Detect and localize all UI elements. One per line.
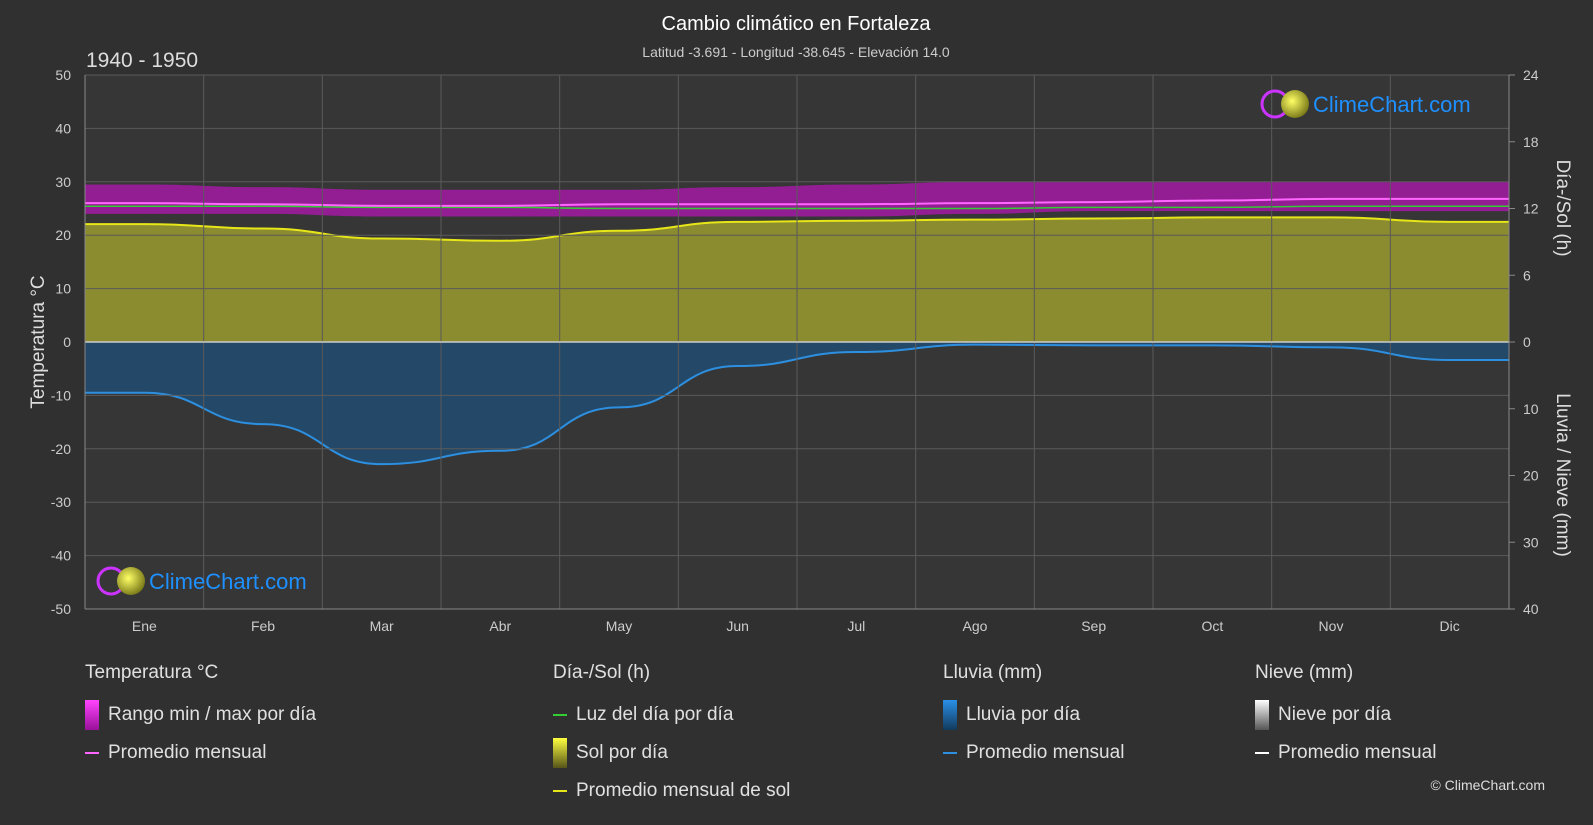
legend-rain-header: Lluvia (mm) xyxy=(943,662,1043,683)
brand-text-bottom: ClimeChart.com xyxy=(149,569,307,594)
rain-avg-line xyxy=(85,343,1509,466)
legend-item-rain-avg: Promedio mensual xyxy=(943,734,1124,772)
legend-label: Promedio mensual de sol xyxy=(576,780,791,801)
y-right-bottom-tick-label: 30 xyxy=(1523,534,1539,550)
x-tick-label: Jul xyxy=(847,618,865,634)
y-right-top-tick-label: 24 xyxy=(1523,67,1539,83)
legend-label: Rango min / max por día xyxy=(108,704,317,725)
y-left-tick-label: 40 xyxy=(55,120,71,136)
y-right-top-tick-label: 18 xyxy=(1523,134,1539,150)
x-tick-label: Mar xyxy=(370,618,394,634)
legend-item-snow-avg: Promedio mensual xyxy=(1255,734,1436,772)
y-left-label: Temperatura °C xyxy=(28,275,49,408)
brand-sun-icon xyxy=(117,567,145,595)
snow-day-swatch xyxy=(1255,700,1269,730)
y-left-tick-label: 0 xyxy=(63,334,71,350)
legend-snow-header: Nieve (mm) xyxy=(1255,662,1354,683)
axes: 50 40 30 20 10 0 -10 -20 -30 -40 -50 24 18 12 6 0 10 20 30… xyxy=(51,67,1539,634)
x-tick-label: Abr xyxy=(489,618,511,634)
y-right-top-label: Día-/Sol (h) xyxy=(1552,159,1573,256)
y-right-top-tick-label: 0 xyxy=(1523,334,1531,350)
y-right-bottom-tick-label: 10 xyxy=(1523,401,1539,417)
x-tick-label: Dic xyxy=(1440,618,1460,634)
legend-label: Lluvia por día xyxy=(966,704,1081,725)
legend-snow: Nieve (mm) Nieve por día Promedio mensua… xyxy=(1255,662,1436,772)
y-left-tick-label: 50 xyxy=(55,67,71,83)
legend-label: Promedio mensual xyxy=(966,742,1125,763)
brand-logo-top: ClimeChart.com xyxy=(1260,89,1471,119)
brand-logo-bottom: ClimeChart.com xyxy=(96,566,307,596)
y-right-top-tick-label: 12 xyxy=(1523,201,1539,217)
rain-day-swatch xyxy=(943,700,957,730)
brand-sun-icon xyxy=(1281,90,1309,118)
legend-item-sun-day: Sol por día xyxy=(553,734,790,772)
y-left-tick-label: 20 xyxy=(55,227,71,243)
x-tick-label: Sep xyxy=(1081,618,1106,634)
temp-range-swatch xyxy=(85,700,99,730)
y-left-tick-label: -20 xyxy=(51,441,71,457)
legend-item-rain-day: Lluvia por día xyxy=(943,696,1124,734)
y-left-tick-label: 30 xyxy=(55,174,71,190)
x-tick-label: Ago xyxy=(963,618,988,634)
legend-label: Promedio mensual xyxy=(108,742,267,763)
copyright: © ClimeChart.com xyxy=(1430,777,1545,793)
brand-text-top: ClimeChart.com xyxy=(1313,92,1471,117)
y-right-bottom-tick-label: 20 xyxy=(1523,468,1539,484)
sun-avg-swatch xyxy=(553,790,567,792)
legend-temperature: Temperatura °C Rango min / max por día P… xyxy=(85,662,316,772)
legend-temp-header: Temperatura °C xyxy=(85,662,219,683)
y-left-tick-label: -50 xyxy=(51,601,71,617)
chart-subtitle: Latitud -3.691 - Longitud -38.645 - Elev… xyxy=(642,44,950,60)
legend-label: Nieve por día xyxy=(1278,704,1392,725)
x-tick-label: Oct xyxy=(1201,618,1223,634)
x-tick-label: Nov xyxy=(1319,618,1344,634)
legend-item-snow-day: Nieve por día xyxy=(1255,696,1436,734)
y-right-bottom-label: Lluvia / Nieve (mm) xyxy=(1552,393,1573,557)
y-right-top-tick-label: 6 xyxy=(1523,267,1531,283)
legend-label: Sol por día xyxy=(576,742,668,763)
x-tick-label: May xyxy=(606,618,632,634)
y-left-tick-label: -40 xyxy=(51,548,71,564)
y-left-tick-label: 10 xyxy=(55,281,71,297)
legend-item-daylight: Luz del día por día xyxy=(553,696,790,734)
temp-avg-swatch xyxy=(85,752,99,754)
legend-sun: Día-/Sol (h) Luz del día por día Sol por… xyxy=(553,662,790,810)
chart-title: Cambio climático en Fortaleza xyxy=(662,13,932,35)
snow-avg-swatch xyxy=(1255,752,1269,754)
y-left-tick-label: -30 xyxy=(51,494,71,510)
legend-sun-header: Día-/Sol (h) xyxy=(553,662,651,683)
period-label: 1940 - 1950 xyxy=(86,49,198,72)
daylight-swatch xyxy=(553,714,567,716)
legend-item-sun-avg: Promedio mensual de sol xyxy=(553,772,790,810)
legend-label: Luz del día por día xyxy=(576,704,734,725)
sun-day-swatch xyxy=(553,738,567,768)
x-tick-label: Jun xyxy=(726,618,749,634)
legend-rain: Lluvia (mm) Lluvia por día Promedio mens… xyxy=(943,662,1124,772)
y-left-tick-label: -10 xyxy=(51,387,71,403)
x-tick-label: Feb xyxy=(251,618,275,634)
x-tick-label: Ene xyxy=(132,618,157,634)
legend-label: Promedio mensual xyxy=(1278,742,1437,763)
legend-item-temp-range: Rango min / max por día xyxy=(85,696,316,734)
legend-item-temp-avg: Promedio mensual xyxy=(85,734,316,772)
rain-avg-swatch xyxy=(943,752,957,754)
sun-avg-line xyxy=(85,216,1509,242)
y-right-bottom-tick-label: 40 xyxy=(1523,601,1539,617)
